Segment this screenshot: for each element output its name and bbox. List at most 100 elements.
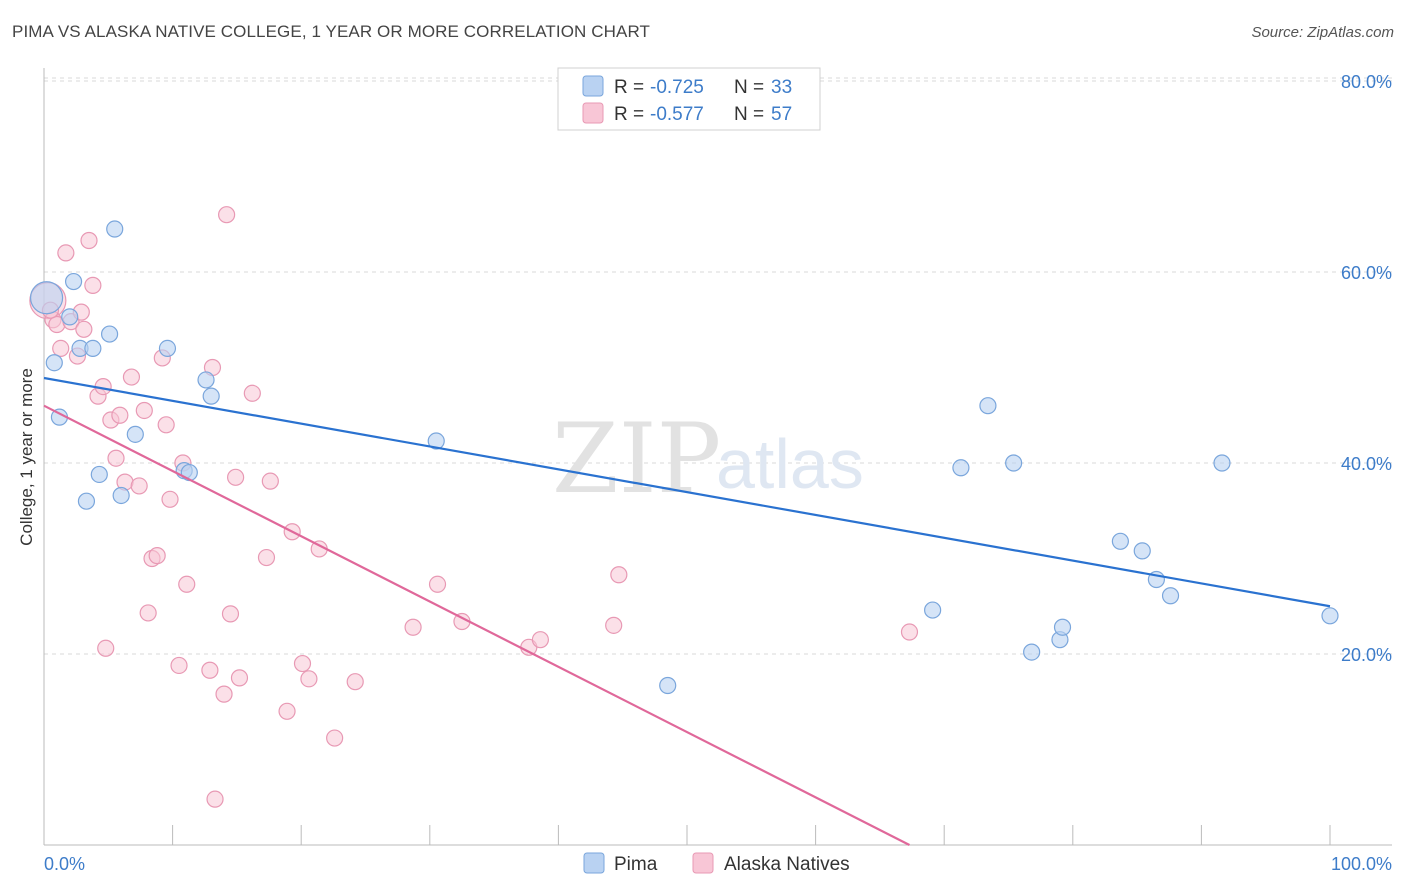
x-tick-label-min: 0.0%	[44, 854, 85, 874]
alaska-natives-point	[80, 231, 98, 250]
alaska-natives-point	[122, 368, 141, 386]
pima-point	[1133, 542, 1151, 560]
legend-n-label-alaska: N =	[734, 104, 764, 125]
x-tick-label-max: 100.0%	[1331, 854, 1392, 874]
alaska-natives-point	[148, 547, 166, 565]
pima-point	[1023, 643, 1041, 661]
pima-point	[106, 220, 124, 238]
y-tick-labels: 20.0% 40.0% 60.0% 80.0%	[1341, 72, 1392, 665]
bottom-legend: Pima Alaska Natives	[583, 852, 850, 875]
alaska-natives-point	[170, 656, 188, 675]
pima-point	[1321, 607, 1339, 625]
legend-r-label-pima: R =	[614, 77, 644, 98]
pima-point	[952, 459, 970, 477]
legend-n-value-pima: 33	[771, 77, 792, 98]
alaska-natives-point	[215, 685, 233, 703]
alaska-natives-point	[900, 623, 919, 641]
axes	[43, 68, 1392, 846]
legend-r-value-alaska: -0.577	[650, 104, 704, 125]
bottom-legend-label-alaska: Alaska Natives	[724, 854, 850, 875]
legend-swatch-alaska	[582, 102, 604, 124]
alaska-natives-point	[531, 631, 549, 649]
x-tick-marks	[43, 825, 1331, 845]
legend-n-label-pima: N =	[734, 77, 764, 98]
pima-point	[64, 272, 83, 291]
alaska-natives-point	[157, 416, 175, 434]
pima-point	[1111, 532, 1129, 550]
alaska-natives-point	[97, 639, 115, 657]
alaska-natives-points	[29, 206, 919, 808]
y-tick-label: 60.0%	[1341, 263, 1392, 283]
source-credit: Source: ZipAtlas.com	[1251, 24, 1394, 41]
y-tick-label: 80.0%	[1341, 72, 1392, 92]
alaska-natives-point	[404, 618, 422, 636]
pima-points	[29, 220, 1339, 695]
pima-point	[197, 371, 215, 389]
pima-point	[979, 397, 997, 415]
pima-point	[202, 387, 220, 405]
pima-point	[77, 492, 96, 510]
pima-point	[180, 463, 198, 482]
pima-point	[100, 325, 119, 343]
pima-point	[29, 281, 64, 315]
alaska-natives-point	[257, 548, 276, 567]
pima-point	[1213, 454, 1231, 472]
pima-trend-line	[43, 376, 1331, 608]
alaska-natives-point	[243, 384, 261, 402]
alaska-natives-point	[610, 566, 628, 584]
alaska-natives-point	[221, 605, 240, 623]
watermark-zip: ZIP	[552, 403, 721, 515]
y-axis-label: College, 1 year or more	[17, 368, 36, 546]
alaska-natives-point	[139, 604, 157, 622]
alaska-natives-point	[230, 669, 249, 687]
legend-n-value-alaska: 57	[771, 104, 792, 125]
bottom-legend-swatch-alaska	[692, 852, 714, 874]
bottom-legend-swatch-pima	[583, 852, 605, 874]
pima-point	[158, 339, 177, 357]
alaska-natives-point	[428, 575, 447, 593]
alaska-natives-point	[135, 401, 153, 420]
alaska-natives-point	[107, 449, 125, 467]
pima-point	[1005, 454, 1023, 472]
alaska-natives-point	[293, 654, 312, 673]
pima-point	[112, 486, 130, 505]
pima-point	[84, 339, 102, 357]
alaska-natives-point	[300, 670, 318, 688]
alaska-natives-point	[227, 468, 245, 486]
alaska-natives-point	[206, 790, 224, 808]
bottom-legend-label-pima: Pima	[614, 854, 658, 875]
alaska-natives-point	[75, 320, 93, 338]
legend: R = -0.725 N = 33 R = -0.577 N = 57	[557, 67, 821, 131]
pima-point	[659, 676, 677, 695]
alaska-natives-point	[261, 472, 279, 490]
alaska-natives-point	[130, 477, 148, 495]
pima-point	[427, 432, 445, 450]
alaska-natives-point	[346, 673, 364, 691]
alaska-natives-point	[111, 406, 129, 424]
y-tick-label: 20.0%	[1341, 645, 1392, 665]
chart-title: PIMA VS ALASKA NATIVE COLLEGE, 1 YEAR OR…	[12, 22, 650, 41]
pima-point	[61, 308, 79, 326]
alaska-natives-point	[605, 616, 623, 634]
y-tick-label: 40.0%	[1341, 454, 1392, 474]
watermark-atlas: atlas	[716, 425, 864, 503]
pima-point	[126, 425, 144, 443]
alaska-natives-point	[57, 244, 75, 262]
alaska-natives-point	[161, 490, 179, 508]
pima-point	[90, 465, 108, 484]
pima-point	[45, 354, 63, 372]
x-tick-labels: 0.0% 100.0%	[44, 854, 1392, 874]
alaska-natives-point	[178, 575, 196, 593]
legend-r-value-pima: -0.725	[650, 77, 704, 98]
alaska-natives-point	[52, 339, 70, 357]
grid-lines	[44, 77, 1392, 655]
pima-point	[1161, 587, 1180, 605]
trend-lines	[43, 376, 1331, 846]
alaska-natives-point	[278, 702, 296, 720]
legend-r-label-alaska: R =	[614, 104, 644, 125]
alaska-natives-trend-line	[43, 404, 910, 846]
alaska-natives-point	[326, 729, 344, 747]
pima-point	[1053, 618, 1072, 636]
watermark: ZIP atlas	[552, 403, 864, 515]
